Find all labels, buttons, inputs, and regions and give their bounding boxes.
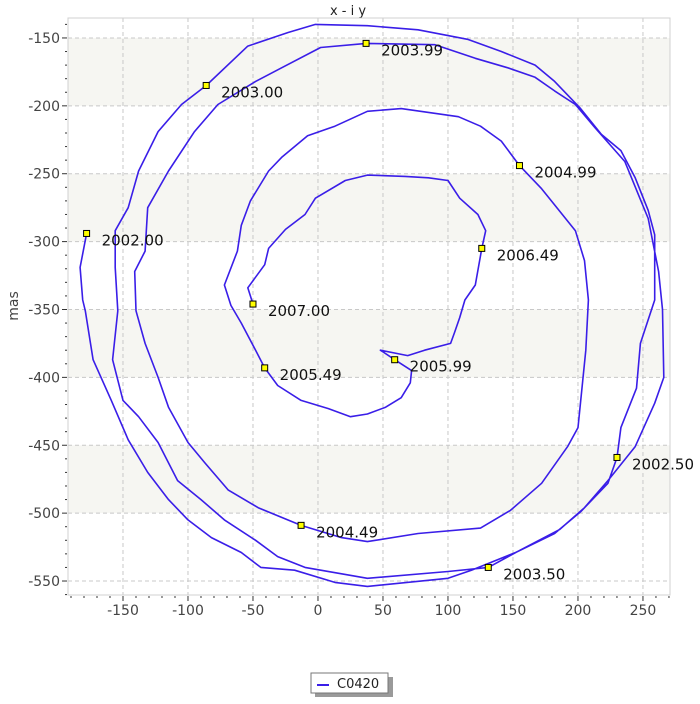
date-label: 2003.50: [503, 565, 565, 583]
date-marker: [249, 300, 257, 308]
x-tick-label: -100: [172, 603, 204, 619]
legend: C0420: [310, 672, 393, 697]
legend-label: C0420: [337, 677, 379, 692]
y-tick-label: -550: [28, 574, 60, 590]
date-label: 2002.50: [632, 455, 694, 473]
annotations: 2002.00 2002.50 2003.00 2003.50 2003.99 2004.…: [83, 39, 694, 583]
y-tick-label: -250: [28, 167, 60, 183]
date-marker: [297, 521, 305, 529]
y-tick-label: -150: [28, 31, 60, 47]
date-marker: [261, 364, 269, 372]
date-marker: [613, 453, 621, 461]
date-label: 2002.00: [102, 231, 164, 249]
x-tick-label: 250: [630, 603, 657, 619]
x-tick-label: -50: [242, 603, 265, 619]
date-marker: [83, 229, 91, 237]
x-tick-label: -150: [107, 603, 139, 619]
date-marker: [515, 162, 523, 170]
chart-title: x - i y: [330, 4, 366, 19]
axes: -150 -100 -50 0 50 100 150 200 250-150-200-250-3…: [28, 23, 670, 619]
y-tick-label: -400: [28, 370, 60, 386]
shaded-band: [68, 173, 670, 242]
y-tick-label: -500: [28, 506, 60, 522]
date-label: 2003.99: [381, 41, 443, 59]
x-tick-label: 100: [435, 603, 462, 619]
date-label: 2005.49: [280, 366, 342, 384]
y-tick-label: -350: [28, 302, 60, 318]
date-marker: [362, 39, 370, 47]
date-label: 2003.00: [221, 83, 283, 101]
date-label: 2007.00: [268, 302, 330, 320]
date-marker: [202, 81, 210, 89]
y-tick-label: -450: [28, 438, 60, 454]
y-tick-label: -300: [28, 235, 60, 251]
y-tick-label: -200: [28, 99, 60, 115]
x-tick-label: 150: [500, 603, 527, 619]
series-line-C0420: [79, 23, 665, 588]
date-marker: [484, 563, 492, 571]
shaded-band: [68, 37, 670, 106]
x-tick-label: 200: [565, 603, 592, 619]
date-marker: [391, 356, 399, 364]
shaded-band: [68, 309, 670, 378]
date-label: 2005.99: [410, 358, 472, 376]
date-marker: [478, 244, 486, 252]
series-layer: [79, 23, 665, 588]
plot-area-border: [67, 17, 671, 596]
date-label: 2004.99: [534, 164, 596, 182]
shaded-band: [68, 445, 670, 514]
date-label: 2004.49: [316, 523, 378, 541]
date-label: 2006.49: [497, 246, 559, 264]
y-axis-label: mas: [6, 291, 22, 321]
shaded-bands: [68, 37, 670, 514]
x-tick-label: 0: [314, 603, 323, 619]
legend-box: [310, 672, 389, 694]
x-tick-label: 50: [374, 603, 392, 619]
